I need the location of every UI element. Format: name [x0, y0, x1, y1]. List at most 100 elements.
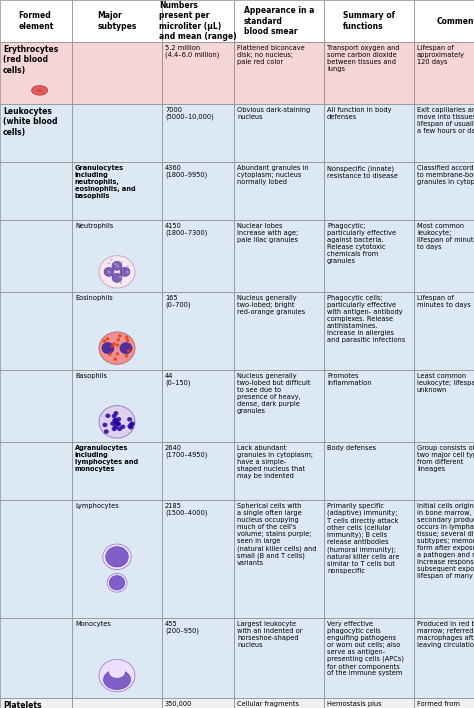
- Bar: [324, 42, 414, 104]
- Text: Cellular fragments
surrounded by a
plasma membrane
and containing
granules; purp: Cellular fragments surrounded by a plasm…: [237, 701, 310, 708]
- Bar: [0, 162, 72, 220]
- Text: Abundant granules in
cytoplasm; nucleus
normally lobed: Abundant granules in cytoplasm; nucleus …: [237, 165, 309, 185]
- Ellipse shape: [99, 256, 135, 288]
- Ellipse shape: [114, 419, 119, 423]
- Text: Platelets: Platelets: [3, 701, 42, 708]
- Ellipse shape: [112, 413, 117, 418]
- Bar: [414, 618, 474, 698]
- Ellipse shape: [125, 336, 128, 339]
- Bar: [414, 292, 474, 370]
- Text: Nucleus generally
two-lobed but difficult
to see due to
presence of heavy,
dense: Nucleus generally two-lobed but difficul…: [237, 373, 310, 414]
- Bar: [162, 292, 234, 370]
- Ellipse shape: [116, 343, 119, 347]
- Text: Neutrophils: Neutrophils: [75, 223, 113, 229]
- Bar: [414, 442, 474, 500]
- Bar: [72, 0, 162, 42]
- Ellipse shape: [120, 343, 132, 354]
- Text: Formed
element: Formed element: [18, 11, 54, 30]
- Bar: [234, 0, 324, 42]
- Text: 455
(200–950): 455 (200–950): [165, 621, 199, 634]
- Bar: [234, 220, 324, 292]
- Text: Nonspecific (innate)
resistance to disease: Nonspecific (innate) resistance to disea…: [327, 165, 398, 178]
- Bar: [162, 0, 234, 42]
- Bar: [414, 0, 474, 42]
- Bar: [72, 618, 162, 698]
- Ellipse shape: [106, 547, 128, 567]
- Ellipse shape: [110, 258, 112, 261]
- Ellipse shape: [36, 88, 44, 93]
- Ellipse shape: [113, 425, 118, 429]
- Text: 2640
(1700–4950): 2640 (1700–4950): [165, 445, 207, 459]
- Bar: [414, 500, 474, 618]
- Bar: [162, 104, 234, 162]
- Text: 4360
(1800–9950): 4360 (1800–9950): [165, 165, 207, 178]
- Text: Exit capillaries and
move into tissues;
lifespan of usually
a few hours or days: Exit capillaries and move into tissues; …: [417, 107, 474, 134]
- Text: Most common
leukocyte;
lifespan of minutes
to days: Most common leukocyte; lifespan of minut…: [417, 223, 474, 250]
- Ellipse shape: [108, 270, 110, 273]
- Text: Lack abundant
granules in cytoplasm;
have a simple-
shaped nucleus that
may be i: Lack abundant granules in cytoplasm; hav…: [237, 445, 313, 479]
- Bar: [414, 370, 474, 442]
- Bar: [414, 220, 474, 292]
- Ellipse shape: [120, 282, 122, 284]
- Text: Nucleus generally
two-lobed; bright
red-orange granules: Nucleus generally two-lobed; bright red-…: [237, 295, 305, 315]
- Bar: [162, 42, 234, 104]
- Text: 2185
(1500–4000): 2185 (1500–4000): [165, 503, 208, 517]
- Bar: [162, 618, 234, 698]
- Ellipse shape: [117, 427, 122, 431]
- Text: Produced in red bone
marrow; referred to as
macrophages after
leaving circulatio: Produced in red bone marrow; referred to…: [417, 621, 474, 648]
- Text: Comments: Comments: [436, 16, 474, 25]
- Ellipse shape: [116, 352, 119, 355]
- Text: Phagocytic;
particularly effective
against bacteria.
Release cytotoxic
chemicals: Phagocytic; particularly effective again…: [327, 223, 396, 264]
- Text: Very effective
phagocytic cells
enguifing pathogens
or worn out cells; also
serv: Very effective phagocytic cells enguifin…: [327, 621, 404, 677]
- Ellipse shape: [99, 332, 135, 365]
- Text: 7000
(5000–10,000): 7000 (5000–10,000): [165, 107, 214, 120]
- Bar: [234, 292, 324, 370]
- Text: Lymphocytes: Lymphocytes: [75, 503, 119, 509]
- Bar: [162, 162, 234, 220]
- Ellipse shape: [110, 345, 114, 348]
- Bar: [234, 162, 324, 220]
- Text: Primarily specific
(adaptive) immunity;
T cells directly attack
other cells (cel: Primarily specific (adaptive) immunity; …: [327, 503, 400, 574]
- Text: 5.2 million
(4.4–6.0 million): 5.2 million (4.4–6.0 million): [165, 45, 219, 59]
- Text: Least common
leukocyte; lifespan
unknown: Least common leukocyte; lifespan unknown: [417, 373, 474, 393]
- Bar: [0, 220, 72, 292]
- Ellipse shape: [126, 338, 129, 342]
- Bar: [162, 220, 234, 292]
- Text: Agranulocytes
including
lymphocytes and
monocytes: Agranulocytes including lymphocytes and …: [75, 445, 138, 472]
- Bar: [414, 42, 474, 104]
- Ellipse shape: [112, 427, 117, 431]
- Text: Largest leukocyte
with an indented or
horseshoe-shaped
nucleus: Largest leukocyte with an indented or ho…: [237, 621, 302, 648]
- Ellipse shape: [125, 354, 128, 358]
- Text: Lifespan of
approximately
120 days: Lifespan of approximately 120 days: [417, 45, 465, 65]
- Bar: [0, 42, 72, 104]
- Text: Summary of
functions: Summary of functions: [343, 11, 395, 30]
- Bar: [234, 104, 324, 162]
- Bar: [72, 442, 162, 500]
- Ellipse shape: [105, 413, 110, 418]
- Text: Promotes
inflammation: Promotes inflammation: [327, 373, 372, 386]
- Bar: [324, 698, 414, 708]
- Text: Granulocytes
including
neutrophils,
eosinophils, and
basophils: Granulocytes including neutrophils, eosi…: [75, 165, 136, 199]
- Ellipse shape: [99, 406, 135, 438]
- Text: Group consists of
two major cell types
from different
lineages: Group consists of two major cell types f…: [417, 445, 474, 472]
- Ellipse shape: [119, 276, 121, 278]
- Ellipse shape: [112, 342, 116, 346]
- Text: Flattened biconcave
disk; no nucleus;
pale red color: Flattened biconcave disk; no nucleus; pa…: [237, 45, 305, 65]
- Text: Major
subtypes: Major subtypes: [97, 11, 137, 30]
- Ellipse shape: [104, 429, 109, 434]
- Bar: [72, 42, 162, 104]
- Bar: [72, 104, 162, 162]
- Bar: [234, 500, 324, 618]
- Text: Eosinophils: Eosinophils: [75, 295, 113, 301]
- Text: Initial cells originate
in bone marrow, but
secondary production
occurs in lymph: Initial cells originate in bone marrow, …: [417, 503, 474, 579]
- Ellipse shape: [106, 337, 109, 341]
- Bar: [414, 698, 474, 708]
- Bar: [0, 698, 72, 708]
- Ellipse shape: [112, 418, 118, 423]
- Text: Lifespan of
minutes to days: Lifespan of minutes to days: [417, 295, 471, 308]
- Bar: [0, 442, 72, 500]
- Bar: [162, 698, 234, 708]
- Ellipse shape: [129, 423, 134, 427]
- Text: 4150
(1800–7300): 4150 (1800–7300): [165, 223, 207, 236]
- Ellipse shape: [130, 421, 135, 426]
